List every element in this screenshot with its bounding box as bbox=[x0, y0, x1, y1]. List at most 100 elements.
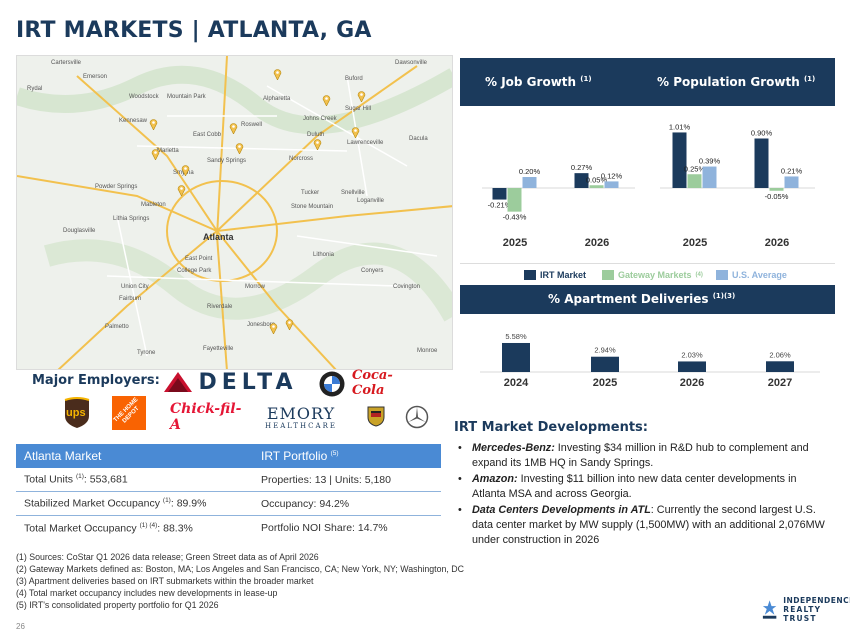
footnotes: (1) Sources: CoStar Q1 2026 data release… bbox=[16, 551, 464, 611]
map-place: Alpharetta bbox=[263, 96, 291, 102]
map-place: Fayetteville bbox=[203, 346, 234, 352]
data-label: 0.21% bbox=[781, 166, 803, 175]
bar bbox=[589, 185, 604, 188]
property-pin-icon[interactable] bbox=[285, 318, 294, 330]
map-place: Lithonia bbox=[313, 252, 335, 258]
chick-fil-a-logo: Chick-fil-A bbox=[170, 401, 242, 433]
property-pin-icon[interactable] bbox=[322, 94, 331, 106]
bar bbox=[672, 132, 687, 188]
legend-gateway: Gateway Markets (4) bbox=[602, 270, 703, 280]
map-place: Emerson bbox=[83, 74, 108, 80]
map-place: Tyrone bbox=[137, 350, 156, 356]
map-place: Covington bbox=[393, 284, 421, 290]
tick-label: 2025 bbox=[683, 237, 707, 249]
map-place: Loganville bbox=[357, 198, 385, 204]
property-pin-icon[interactable] bbox=[149, 118, 158, 130]
bar bbox=[769, 188, 784, 191]
map-place: Buford bbox=[345, 76, 363, 82]
data-label: -0.05% bbox=[765, 192, 789, 201]
tick-label: 2026 bbox=[680, 377, 704, 389]
map-place: Dawsonville bbox=[395, 60, 428, 66]
property-pin-icon[interactable] bbox=[269, 322, 278, 334]
footnote: (1) Sources: CoStar Q1 2026 data release… bbox=[16, 552, 319, 562]
map-place: Cartersville bbox=[51, 60, 82, 66]
deliveries-header: % Apartment Deliveries (1)(3) bbox=[548, 292, 736, 306]
footnote: (3) Apartment deliveries based on IRT su… bbox=[16, 576, 314, 586]
data-label: 0.90% bbox=[751, 129, 773, 138]
delta-logo: DELTA bbox=[160, 368, 300, 396]
table-row: Total Market Occupancy (1) (4): 88.3% Po… bbox=[24, 521, 388, 535]
tick-label: 2024 bbox=[504, 377, 529, 389]
property-pin-icon[interactable] bbox=[177, 184, 186, 196]
property-pin-icon[interactable] bbox=[313, 138, 322, 150]
data-label: 0.12% bbox=[601, 171, 623, 180]
property-pin-icon[interactable] bbox=[235, 142, 244, 154]
map-place: Smyrna bbox=[173, 170, 194, 176]
map-place: Fairburn bbox=[119, 296, 142, 302]
map-place: Stone Mountain bbox=[291, 204, 334, 210]
map-place: Sandy Springs bbox=[207, 158, 247, 164]
map-place: Conyers bbox=[361, 268, 384, 274]
tick-label: 2026 bbox=[585, 237, 609, 249]
growth-charts-area: -0.21% -0.43% 0.20% 2025 0.27% 0.05% 0.12% 2026… bbox=[460, 106, 835, 263]
growth-charts: -0.21% -0.43% 0.20% 2025 0.27% 0.05%0.12% 2026… bbox=[482, 122, 815, 249]
bar bbox=[574, 173, 589, 188]
map-roads bbox=[17, 56, 452, 369]
list-item: Mercedes-Benz: Investing $34 million in … bbox=[458, 441, 828, 471]
bar bbox=[502, 342, 530, 372]
tick-label: 2025 bbox=[503, 237, 527, 249]
market-stats-panel: % Job Growth (1) % Population Growth (1)… bbox=[460, 58, 835, 390]
data-label: 0.05% bbox=[586, 175, 608, 184]
footnote: (4) Total market occupancy includes new … bbox=[16, 588, 278, 598]
bar bbox=[522, 177, 537, 188]
map-place: Powder Springs bbox=[95, 184, 138, 190]
list-item: Data Centers Developments in ATL: Curren… bbox=[458, 503, 828, 548]
data-label: 2.03% bbox=[681, 350, 703, 359]
ups-logo: ups bbox=[62, 396, 92, 430]
population-growth-header: % Population Growth (1) bbox=[657, 75, 816, 89]
table-row: Total Units (1): 553,681 Properties: 13 … bbox=[16, 468, 441, 492]
map-place: Tucker bbox=[301, 190, 320, 196]
market-table: Atlanta Market IRT Portfolio (5) Total U… bbox=[16, 444, 441, 540]
data-label: -0.21% bbox=[488, 201, 512, 210]
map-place: Norcross bbox=[289, 156, 314, 162]
header-irt-portfolio: IRT Portfolio (5) bbox=[261, 449, 339, 463]
property-pin-icon[interactable] bbox=[229, 122, 238, 134]
property-pin-icon[interactable] bbox=[357, 90, 366, 102]
header-atlanta-market: Atlanta Market bbox=[24, 449, 102, 463]
map-place: East Cobb bbox=[193, 132, 222, 138]
map-place: Marietta bbox=[157, 148, 179, 154]
property-pin-icon[interactable] bbox=[181, 164, 190, 176]
map-city-label: Atlanta bbox=[203, 232, 234, 242]
tick-label: 2026 bbox=[765, 237, 789, 249]
data-label: 1.01% bbox=[669, 122, 691, 131]
data-label: 0.39% bbox=[699, 157, 721, 166]
table-header: Atlanta Market IRT Portfolio (5) bbox=[16, 444, 441, 468]
map-place: Monroe bbox=[417, 348, 438, 354]
map-place: Duluth bbox=[307, 132, 325, 138]
map-place: Dacula bbox=[409, 136, 428, 142]
bar bbox=[754, 138, 769, 188]
footnote: (2) Gateway Markets defined as: Boston, … bbox=[16, 564, 464, 574]
deliveries-chart: 5.58% 2024 2.94% 2025 2.03% 2026 2.06% 2027 bbox=[480, 332, 820, 389]
data-label: 2.94% bbox=[594, 346, 616, 355]
property-pin-icon[interactable] bbox=[151, 148, 160, 160]
bar bbox=[492, 188, 507, 200]
bar bbox=[687, 174, 702, 188]
bar bbox=[507, 188, 522, 212]
data-label: -0.43% bbox=[503, 213, 527, 222]
bar bbox=[678, 361, 706, 372]
data-label: 0.27% bbox=[571, 163, 593, 172]
map-place: Morrow bbox=[245, 284, 266, 290]
atlanta-map[interactable]: Cartersville Emerson Rydal Woodstock Mou… bbox=[16, 55, 453, 370]
table-row: Stabilized Market Occupancy (1): 89.9% O… bbox=[16, 492, 441, 516]
data-label: 0.20% bbox=[519, 167, 541, 176]
mercedes-benz-logo bbox=[404, 404, 430, 430]
property-pin-icon[interactable] bbox=[351, 126, 360, 138]
bmw-logo bbox=[318, 370, 346, 398]
map-place: Woodstock bbox=[129, 94, 159, 100]
tick-label: 2025 bbox=[593, 377, 617, 389]
property-pin-icon[interactable] bbox=[273, 68, 282, 80]
bar bbox=[604, 181, 619, 188]
data-label: 0.25% bbox=[684, 164, 706, 173]
